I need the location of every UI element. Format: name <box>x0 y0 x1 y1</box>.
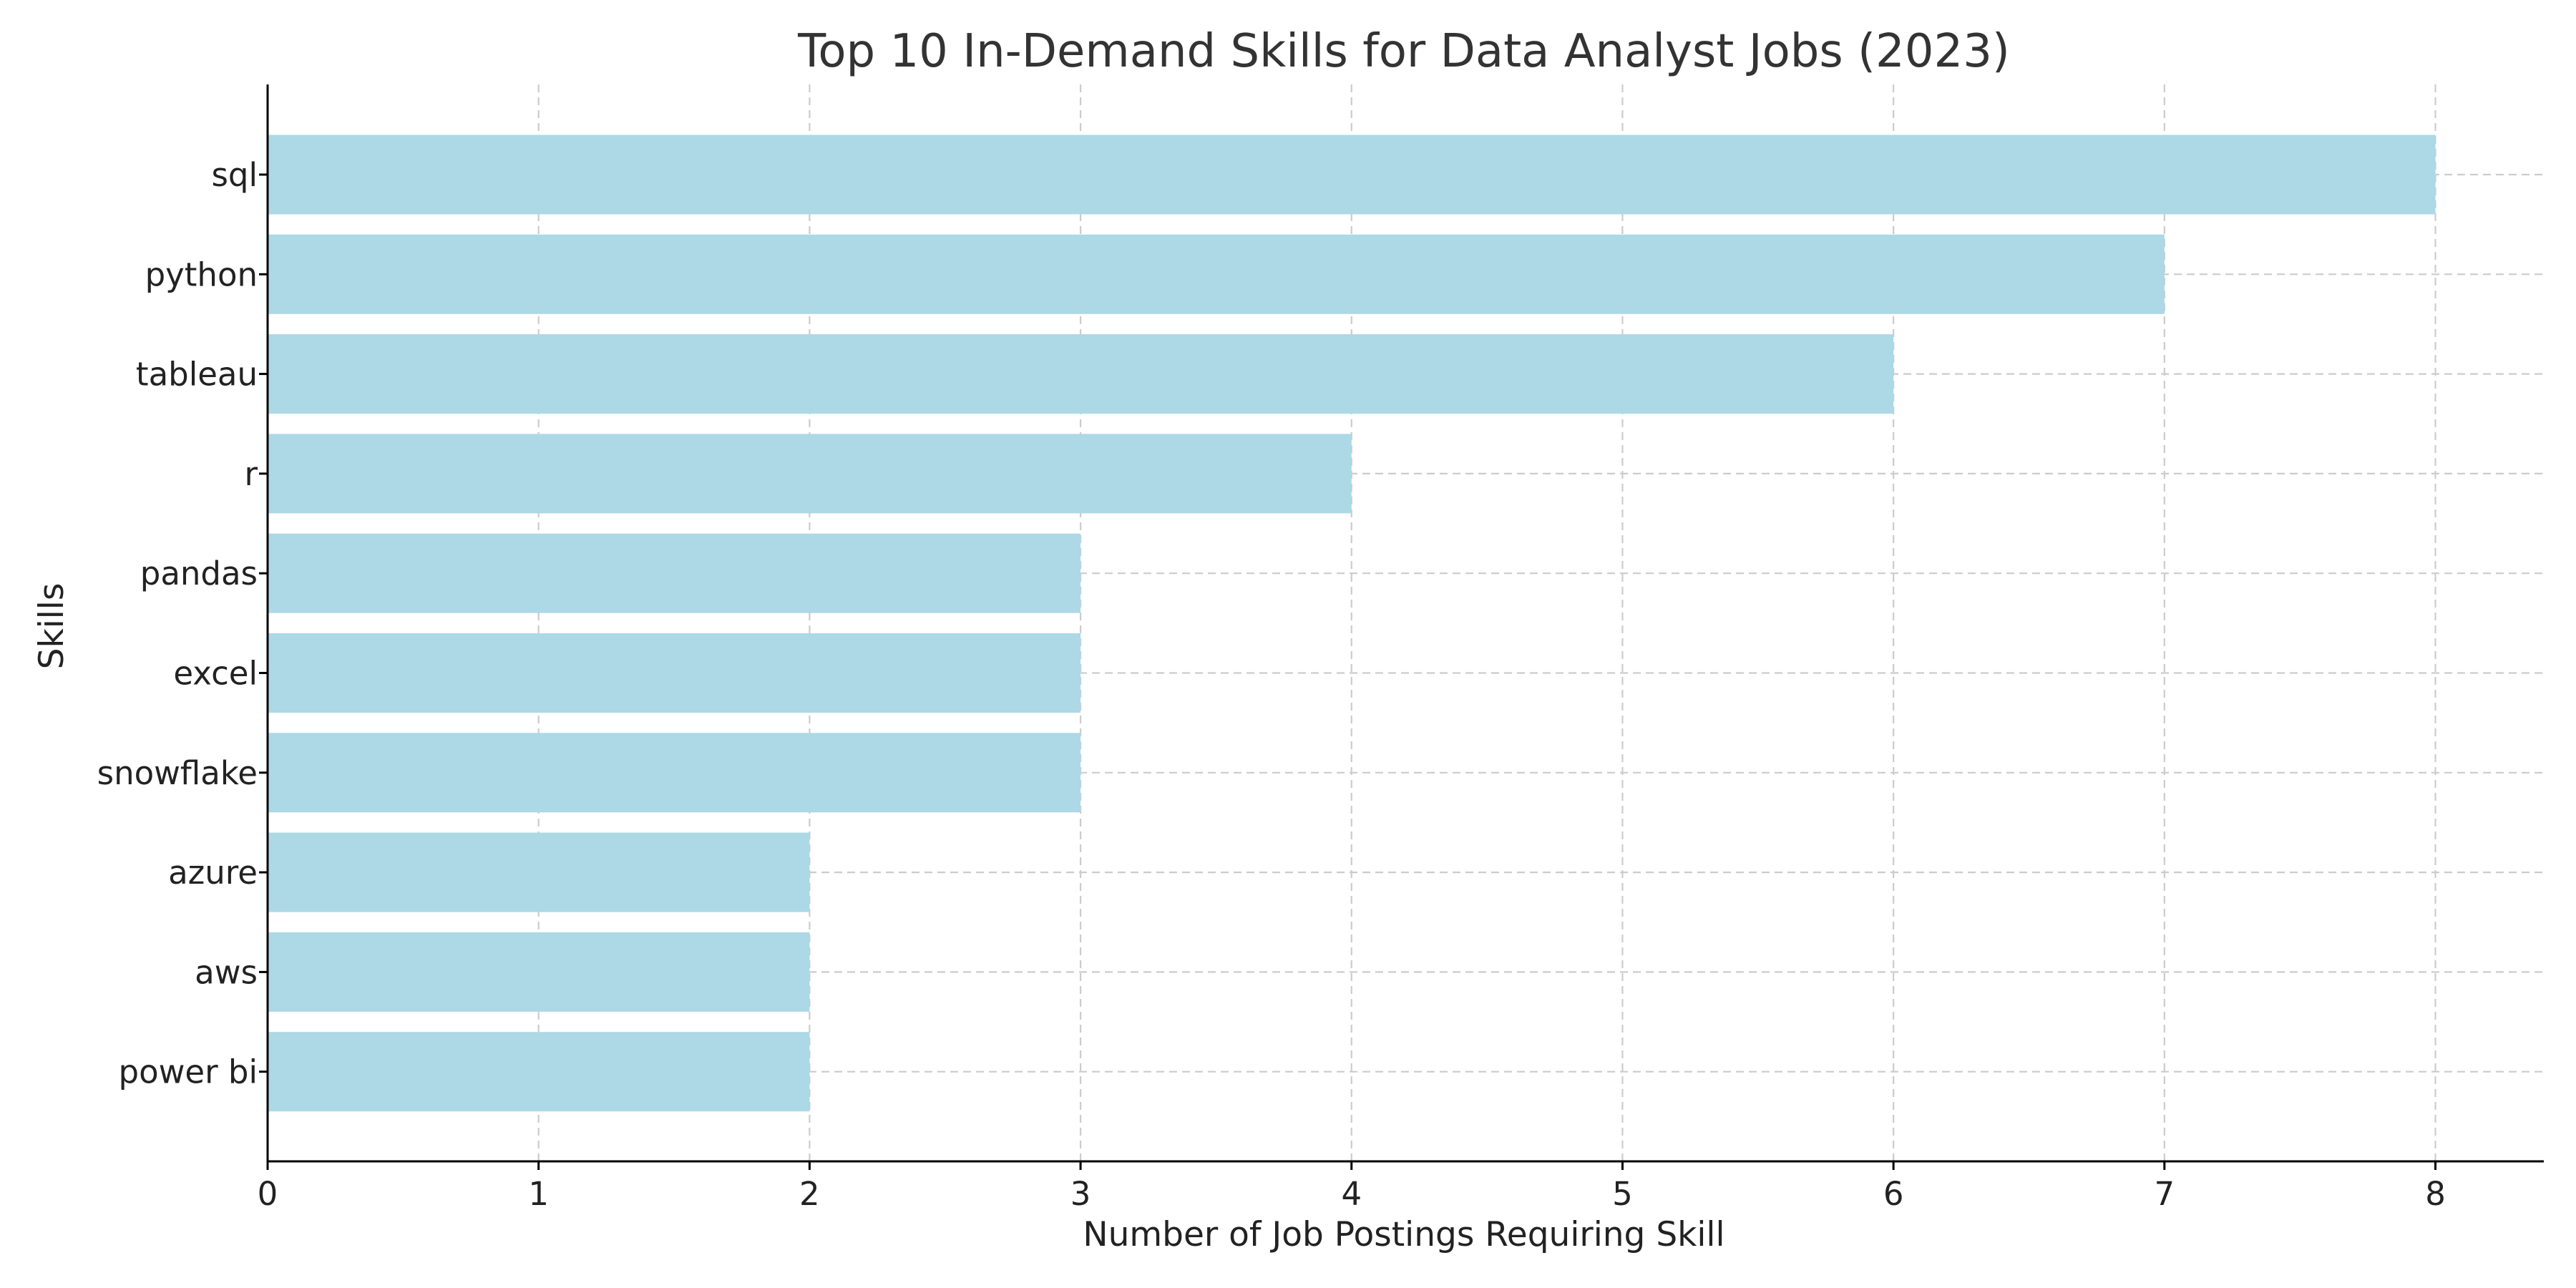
x-tick-label: 8 <box>2425 1175 2446 1213</box>
x-tick-label: 0 <box>258 1175 278 1213</box>
x-tick-label: 2 <box>799 1175 820 1213</box>
y-tick-label: azure <box>168 854 258 892</box>
y-tick-label: python <box>145 255 258 293</box>
y-tick-label: tableau <box>136 356 258 394</box>
bar-excel <box>268 633 1081 713</box>
bar-python <box>268 234 2165 314</box>
bar-r <box>268 434 1352 514</box>
bar-tableau <box>268 334 1894 414</box>
bars-layer <box>268 135 2436 1112</box>
x-tick-label: 1 <box>528 1175 549 1213</box>
axes-layer: 0 1 2 3 4 5 6 7 8 sql python tableau r pandas excel sno… <box>97 84 2544 1213</box>
x-tick-label: 4 <box>1341 1175 1362 1213</box>
x-tick-label: 7 <box>2155 1175 2175 1213</box>
bar-aws <box>268 932 810 1012</box>
y-tick-label: aws <box>195 953 258 991</box>
y-tick-label: power bi <box>119 1053 258 1091</box>
bar-pandas <box>268 533 1081 613</box>
y-tick-label: snowflake <box>97 754 258 792</box>
y-tick-label: r <box>244 455 258 493</box>
bar-power-bi <box>268 1032 810 1112</box>
x-tick-label: 3 <box>1070 1175 1091 1213</box>
x-axis-label: Number of Job Postings Requiring Skill <box>1083 1215 1724 1254</box>
x-tick-label: 5 <box>1612 1175 1633 1213</box>
x-tick-label: 6 <box>1883 1175 1904 1213</box>
y-tick-label: excel <box>173 655 258 693</box>
chart-title: Top 10 In-Demand Skills for Data Analyst… <box>797 25 2010 78</box>
labels-layer: Top 10 In-Demand Skills for Data Analyst… <box>32 25 2010 1254</box>
y-axis-label: Skills <box>32 583 72 670</box>
y-tick-label: pandas <box>140 555 258 592</box>
y-tick-label: sql <box>211 156 258 194</box>
bar-sql <box>268 135 2436 215</box>
bar-snowflake <box>268 733 1081 813</box>
bar-azure <box>268 832 810 912</box>
